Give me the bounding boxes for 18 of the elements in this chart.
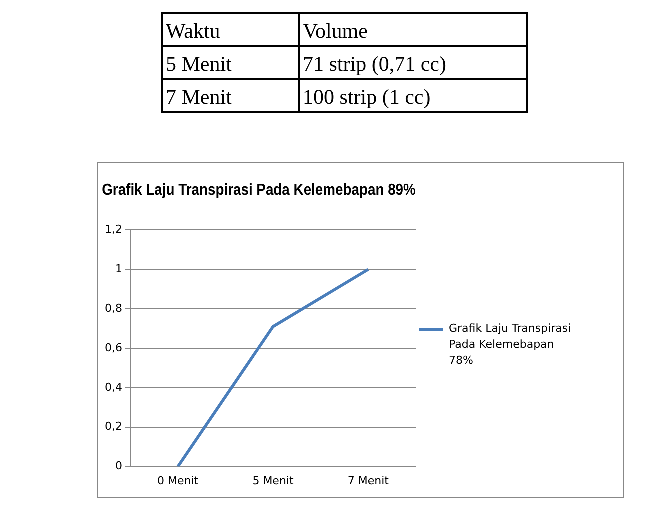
text: 5 Menit xyxy=(162,46,299,79)
x-tick-label: 0 Menit xyxy=(158,474,200,488)
y-tick-label: 0,4 xyxy=(104,380,122,394)
text: Waktu xyxy=(162,13,299,46)
legend-label: Grafik Laju Transpirasi Pada Kelemebapan 78% xyxy=(449,321,572,369)
y-tick-label: 1 xyxy=(115,262,122,276)
y-tick-label: 1,2 xyxy=(104,223,122,236)
x-tick-label: 7 Menit xyxy=(348,474,390,488)
y-tick-label: 0,6 xyxy=(104,341,122,354)
y-tick-label: 0 xyxy=(115,460,122,473)
text: 71 strip (0,71 cc) xyxy=(299,46,527,79)
text: Volume xyxy=(299,13,527,46)
x-tick-label: 5 Menit xyxy=(252,474,294,488)
text: 7 Menit xyxy=(162,79,299,112)
chart-title: Grafik Laju Transpirasi Pada Kelemebapan 89% xyxy=(102,181,416,200)
y-tick-label: 0,8 xyxy=(104,302,122,315)
text: 100 strip (1 cc) xyxy=(299,79,527,112)
y-tick-label: 0,2 xyxy=(104,420,122,434)
